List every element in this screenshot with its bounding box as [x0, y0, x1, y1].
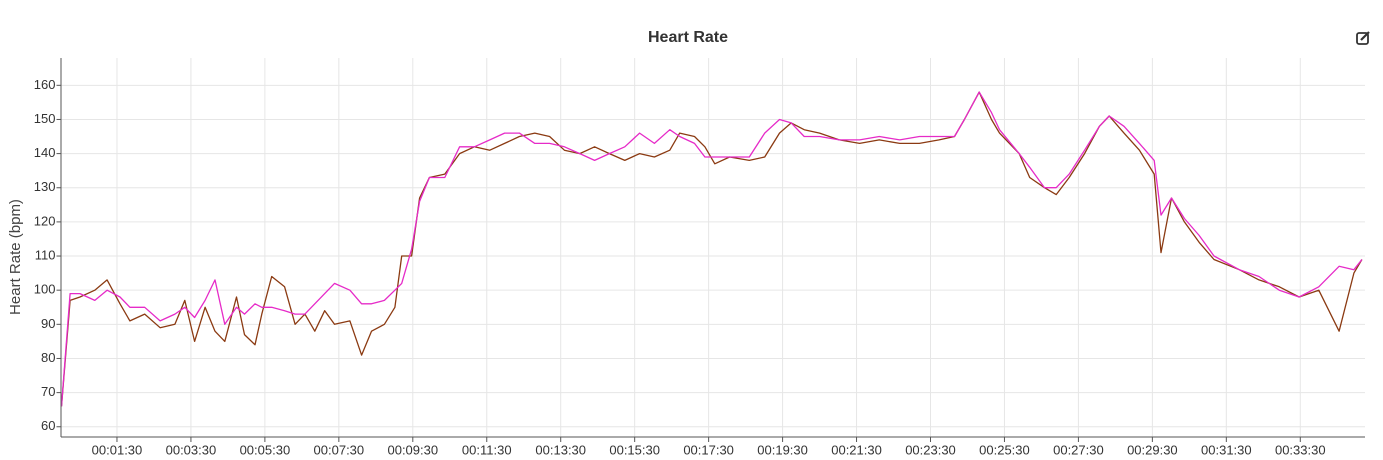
x-tick-label: 00:13:30	[535, 442, 586, 457]
x-tick-label: 00:29:30	[1127, 442, 1178, 457]
x-tick-label: 00:01:30	[92, 442, 143, 457]
x-tick-label: 00:05:30	[240, 442, 291, 457]
x-tick-label: 00:07:30	[314, 442, 365, 457]
x-tick-label: 00:11:30	[462, 442, 512, 457]
x-tick-label: 00:17:30	[683, 442, 734, 457]
y-tick-label: 120	[34, 213, 56, 228]
grid	[61, 58, 1365, 437]
y-tick-label: 60	[41, 418, 55, 433]
plot-lines	[60, 91, 1363, 407]
y-tick-label: 140	[34, 145, 56, 160]
y-tick-label: 80	[41, 350, 55, 365]
chart-title: Heart Rate	[648, 29, 728, 46]
edit-icon[interactable]	[1356, 31, 1370, 45]
line-series	[60, 91, 1363, 407]
x-tick-label: 00:03:30	[166, 442, 217, 457]
y-tick-label: 70	[41, 384, 55, 399]
x-tick-label: 00:27:30	[1053, 442, 1104, 457]
x-tick-label: 00:19:30	[757, 442, 808, 457]
x-tick-label: 00:15:30	[609, 442, 660, 457]
x-tick-label: 00:31:30	[1201, 442, 1252, 457]
x-tick-label: 00:09:30	[387, 442, 438, 457]
y-axis-label: Heart Rate (bpm)	[7, 199, 24, 315]
y-tick-label: 150	[34, 111, 56, 126]
x-tick-label: 00:33:30	[1275, 442, 1326, 457]
y-tick-label: 100	[34, 282, 56, 297]
y-tick-label: 160	[34, 77, 56, 92]
x-tick-label: 00:21:30	[831, 442, 882, 457]
y-tick-label: 110	[35, 247, 56, 262]
y-tick-label: 130	[34, 179, 56, 194]
x-tick-label: 00:23:30	[905, 442, 956, 457]
line-series	[60, 91, 1363, 407]
y-tick-label: 90	[41, 316, 55, 331]
x-tick-label: 00:25:30	[979, 442, 1030, 457]
